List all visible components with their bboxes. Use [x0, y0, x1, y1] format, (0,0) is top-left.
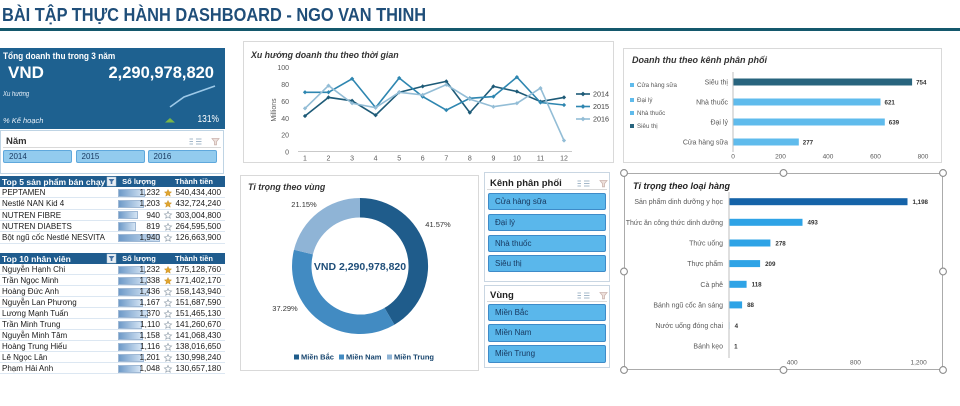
svg-text:Sản phẩm dinh dưỡng y học: Sản phẩm dinh dưỡng y học [634, 198, 723, 206]
svg-text:278: 278 [775, 240, 786, 247]
svg-text:Nhà thuốc: Nhà thuốc [696, 98, 728, 107]
svg-text:21.15%: 21.15% [291, 200, 317, 209]
svg-text:60: 60 [281, 99, 289, 106]
svg-text:2: 2 [327, 156, 331, 163]
svg-text:6: 6 [421, 156, 425, 163]
svg-text:400: 400 [823, 154, 834, 161]
svg-text:Bánh kẹo: Bánh kẹo [693, 344, 723, 351]
svg-text:0: 0 [731, 154, 735, 161]
svg-text:37.29%: 37.29% [272, 304, 298, 313]
svg-text:20: 20 [281, 133, 289, 140]
svg-text:Siêu thị: Siêu thị [637, 123, 658, 130]
svg-text:Siêu thị: Siêu thị [705, 80, 729, 87]
svg-text:100: 100 [277, 65, 289, 72]
svg-text:41.57%: 41.57% [425, 220, 451, 229]
svg-text:2014: 2014 [593, 90, 609, 99]
svg-text:40: 40 [281, 116, 289, 123]
svg-text:Đại lý: Đại lý [637, 97, 653, 104]
svg-text:0: 0 [285, 150, 289, 157]
svg-text:400: 400 [787, 360, 798, 367]
svg-text:VND 2,290,978,820: VND 2,290,978,820 [314, 261, 406, 273]
svg-text:10: 10 [513, 156, 521, 163]
svg-text:209: 209 [765, 261, 776, 268]
svg-text:639: 639 [889, 119, 900, 126]
svg-text:Thực phẩm: Thực phẩm [687, 260, 723, 268]
svg-text:800: 800 [850, 360, 861, 367]
svg-text:200: 200 [775, 154, 786, 161]
svg-text:600: 600 [870, 154, 881, 161]
svg-text:1,198: 1,198 [913, 199, 929, 206]
svg-text:Thức uống: Thức uống [689, 239, 723, 248]
svg-text:11: 11 [537, 156, 544, 163]
svg-text:3: 3 [350, 156, 354, 163]
svg-text:Cà phê: Cà phê [700, 282, 723, 289]
svg-text:1: 1 [303, 156, 307, 163]
svg-text:621: 621 [885, 99, 896, 106]
svg-text:Thức ăn công thức dinh dưỡng: Thức ăn công thức dinh dưỡng [626, 220, 723, 227]
svg-text:4: 4 [374, 156, 378, 163]
svg-text:5: 5 [397, 156, 401, 163]
svg-text:80: 80 [281, 82, 289, 89]
svg-text:12: 12 [560, 156, 568, 163]
svg-text:493: 493 [808, 220, 819, 227]
svg-text:88: 88 [747, 302, 754, 309]
svg-text:Nước uống đóng chai: Nước uống đóng chai [655, 321, 723, 330]
svg-text:Millions: Millions [271, 98, 278, 122]
svg-text:1: 1 [734, 344, 738, 351]
svg-text:277: 277 [803, 139, 814, 146]
svg-text:Miền Trung: Miền Trung [394, 353, 434, 362]
svg-text:Cửa hàng sữa: Cửa hàng sữa [683, 139, 728, 147]
svg-text:2015: 2015 [593, 102, 609, 111]
svg-text:Bánh ngũ cốc ăn sáng: Bánh ngũ cốc ăn sáng [653, 300, 723, 309]
svg-text:118: 118 [752, 282, 763, 289]
svg-text:Miền Nam: Miền Nam [346, 353, 382, 362]
svg-text:Nhà thuốc: Nhà thuốc [637, 110, 665, 117]
svg-text:8: 8 [468, 156, 472, 163]
svg-text:1,200: 1,200 [910, 360, 927, 367]
svg-text:754: 754 [916, 79, 927, 86]
svg-text:7: 7 [444, 156, 448, 163]
svg-text:9: 9 [491, 156, 495, 163]
svg-text:2016: 2016 [593, 115, 609, 124]
svg-text:Cửa hàng sữa: Cửa hàng sữa [637, 82, 677, 89]
svg-text:4: 4 [735, 323, 739, 330]
svg-text:Đại lý: Đại lý [710, 120, 728, 127]
svg-text:800: 800 [918, 154, 929, 161]
svg-text:Miền Bắc: Miền Bắc [301, 353, 334, 362]
